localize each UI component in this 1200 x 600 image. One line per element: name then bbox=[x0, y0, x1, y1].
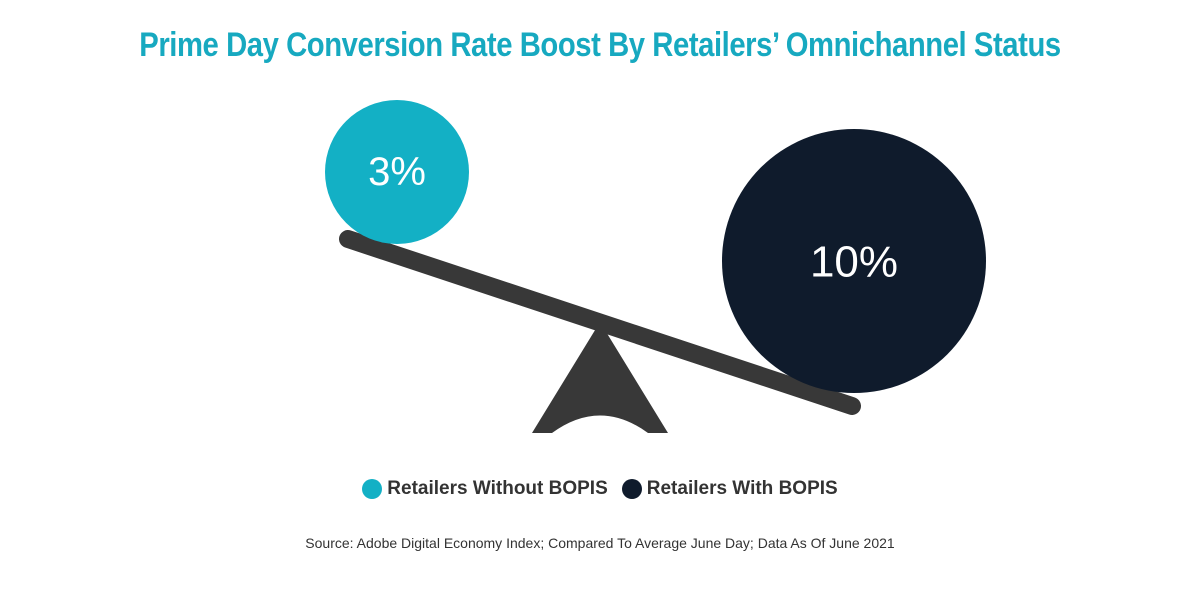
legend-label-without-bopis: Retailers Without BOPIS bbox=[387, 478, 608, 499]
legend-label-with-bopis: Retailers With BOPIS bbox=[646, 478, 838, 499]
bubble-with-bopis bbox=[722, 129, 986, 393]
legend: Retailers Without BOPIS Retailers With B… bbox=[0, 478, 1200, 500]
source-note: Source: Adobe Digital Economy Index; Com… bbox=[305, 535, 895, 551]
seesaw-fulcrum bbox=[532, 322, 668, 433]
bubble-without-bopis bbox=[325, 100, 469, 244]
value-label-with-bopis: 10% bbox=[810, 238, 898, 287]
seesaw-plank bbox=[339, 230, 861, 415]
legend-swatch-without-bopis bbox=[362, 479, 383, 499]
legend-swatch-with-bopis bbox=[621, 479, 642, 499]
value-label-without-bopis: 3% bbox=[368, 150, 426, 194]
chart-title: Prime Day Conversion Rate Boost By Retai… bbox=[139, 26, 1061, 64]
legend-item-with-bopis: Retailers With BOPIS bbox=[621, 478, 838, 500]
legend-item-without-bopis: Retailers Without BOPIS bbox=[362, 478, 608, 500]
